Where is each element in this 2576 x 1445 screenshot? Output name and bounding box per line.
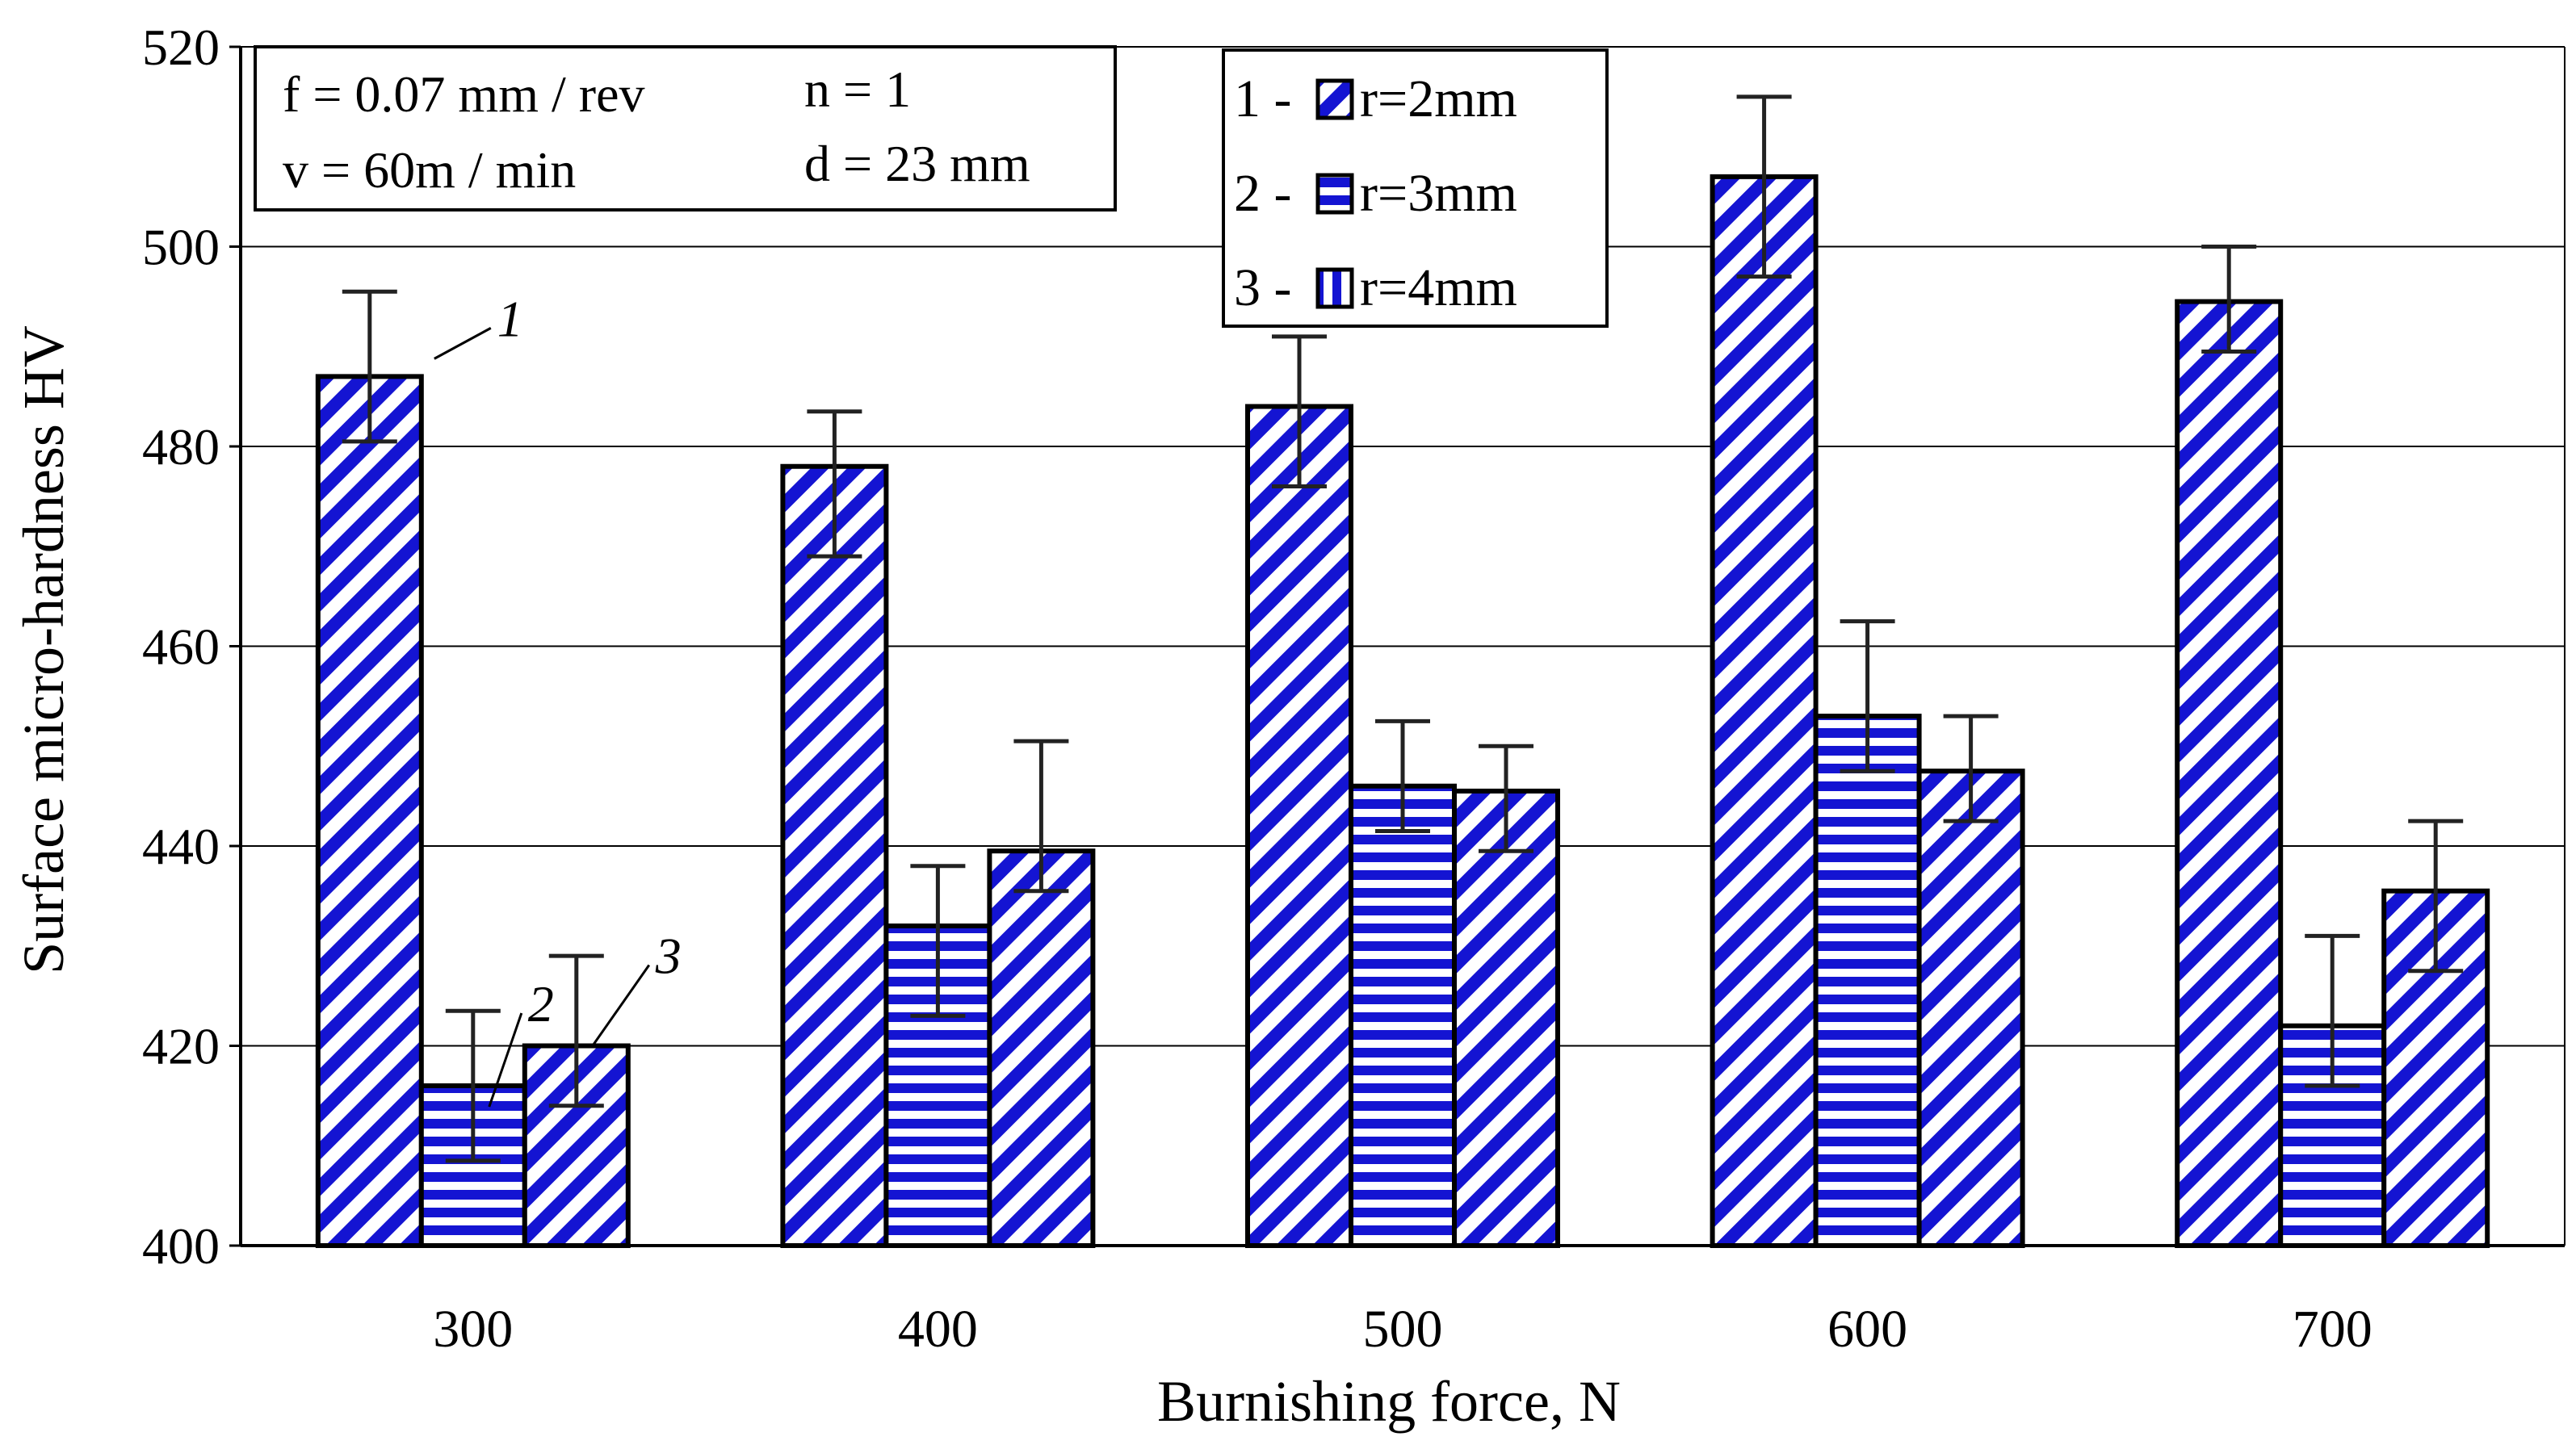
- y-axis-title: Surface micro-hardness HV: [11, 325, 76, 974]
- bar-r=2mm-300: [315, 374, 424, 1248]
- y-tick-label: 520: [142, 19, 220, 76]
- param-f: f = 0.07 mm / rev: [283, 65, 644, 123]
- y-tick-label: 460: [142, 618, 220, 676]
- x-tick-label: 700: [2293, 1300, 2373, 1359]
- param-v: v = 60m / min: [283, 141, 576, 199]
- bar-label-leader: [488, 1012, 523, 1108]
- bar-r=2mm-600: [1710, 174, 1819, 1248]
- x-tick-label: 400: [898, 1300, 978, 1359]
- legend-label: r=4mm: [1360, 258, 1517, 317]
- bar-labels: 1 2 3: [434, 290, 682, 1108]
- x-tick-label: 500: [1363, 1300, 1443, 1359]
- bar-r=2mm-500: [1245, 404, 1353, 1248]
- param-n: n = 1: [804, 61, 911, 118]
- bar-label: 3: [655, 928, 682, 985]
- param-d: d = 23 mm: [804, 135, 1030, 192]
- bar-label: 2: [528, 975, 554, 1032]
- x-tick-label: 300: [433, 1300, 513, 1359]
- bar-label-leader: [434, 327, 492, 360]
- bar-r=3mm-600: [1813, 714, 1922, 1248]
- bar-label: 1: [497, 290, 523, 347]
- legend-swatch: [1315, 267, 1354, 309]
- y-tick-label: 400: [142, 1217, 220, 1275]
- bar-r=4mm-500: [1452, 788, 1560, 1248]
- parameter-box: f = 0.07 mm / rev v = 60m / min n = 1 d …: [254, 45, 1117, 212]
- legend-swatch: [1315, 78, 1354, 120]
- bar-r=3mm-500: [1349, 783, 1457, 1248]
- y-tick-label: 420: [142, 1018, 220, 1075]
- legend-number: 1 -: [1234, 69, 1291, 128]
- legend-label: r=3mm: [1360, 164, 1517, 223]
- legend-label: r=2mm: [1360, 69, 1517, 128]
- bars: [315, 174, 2490, 1248]
- legend: 1 - r=2mm 2 - r=3mm 3 - r=4mm: [1222, 48, 1609, 328]
- bar-label-leader: [591, 964, 651, 1047]
- axes: 400 420 440 460 480 500 520 300 400 500 600 700: [142, 19, 2566, 1359]
- x-axis-title: Burnishing force, N: [1157, 1369, 1621, 1434]
- bar-r=2mm-400: [780, 463, 889, 1248]
- y-tick-label: 500: [142, 219, 220, 276]
- bar-r=2mm-700: [2175, 299, 2284, 1248]
- legend-swatch: [1315, 173, 1354, 215]
- y-tick-label: 440: [142, 818, 220, 875]
- legend-number: 2 -: [1234, 164, 1291, 223]
- x-tick-label: 600: [1827, 1300, 1907, 1359]
- bar-r=4mm-400: [987, 848, 1096, 1248]
- error-bars: [342, 94, 2464, 1163]
- legend-number: 3 -: [1234, 258, 1291, 317]
- bar-r=4mm-600: [1916, 769, 2025, 1248]
- y-tick-label: 480: [142, 418, 220, 475]
